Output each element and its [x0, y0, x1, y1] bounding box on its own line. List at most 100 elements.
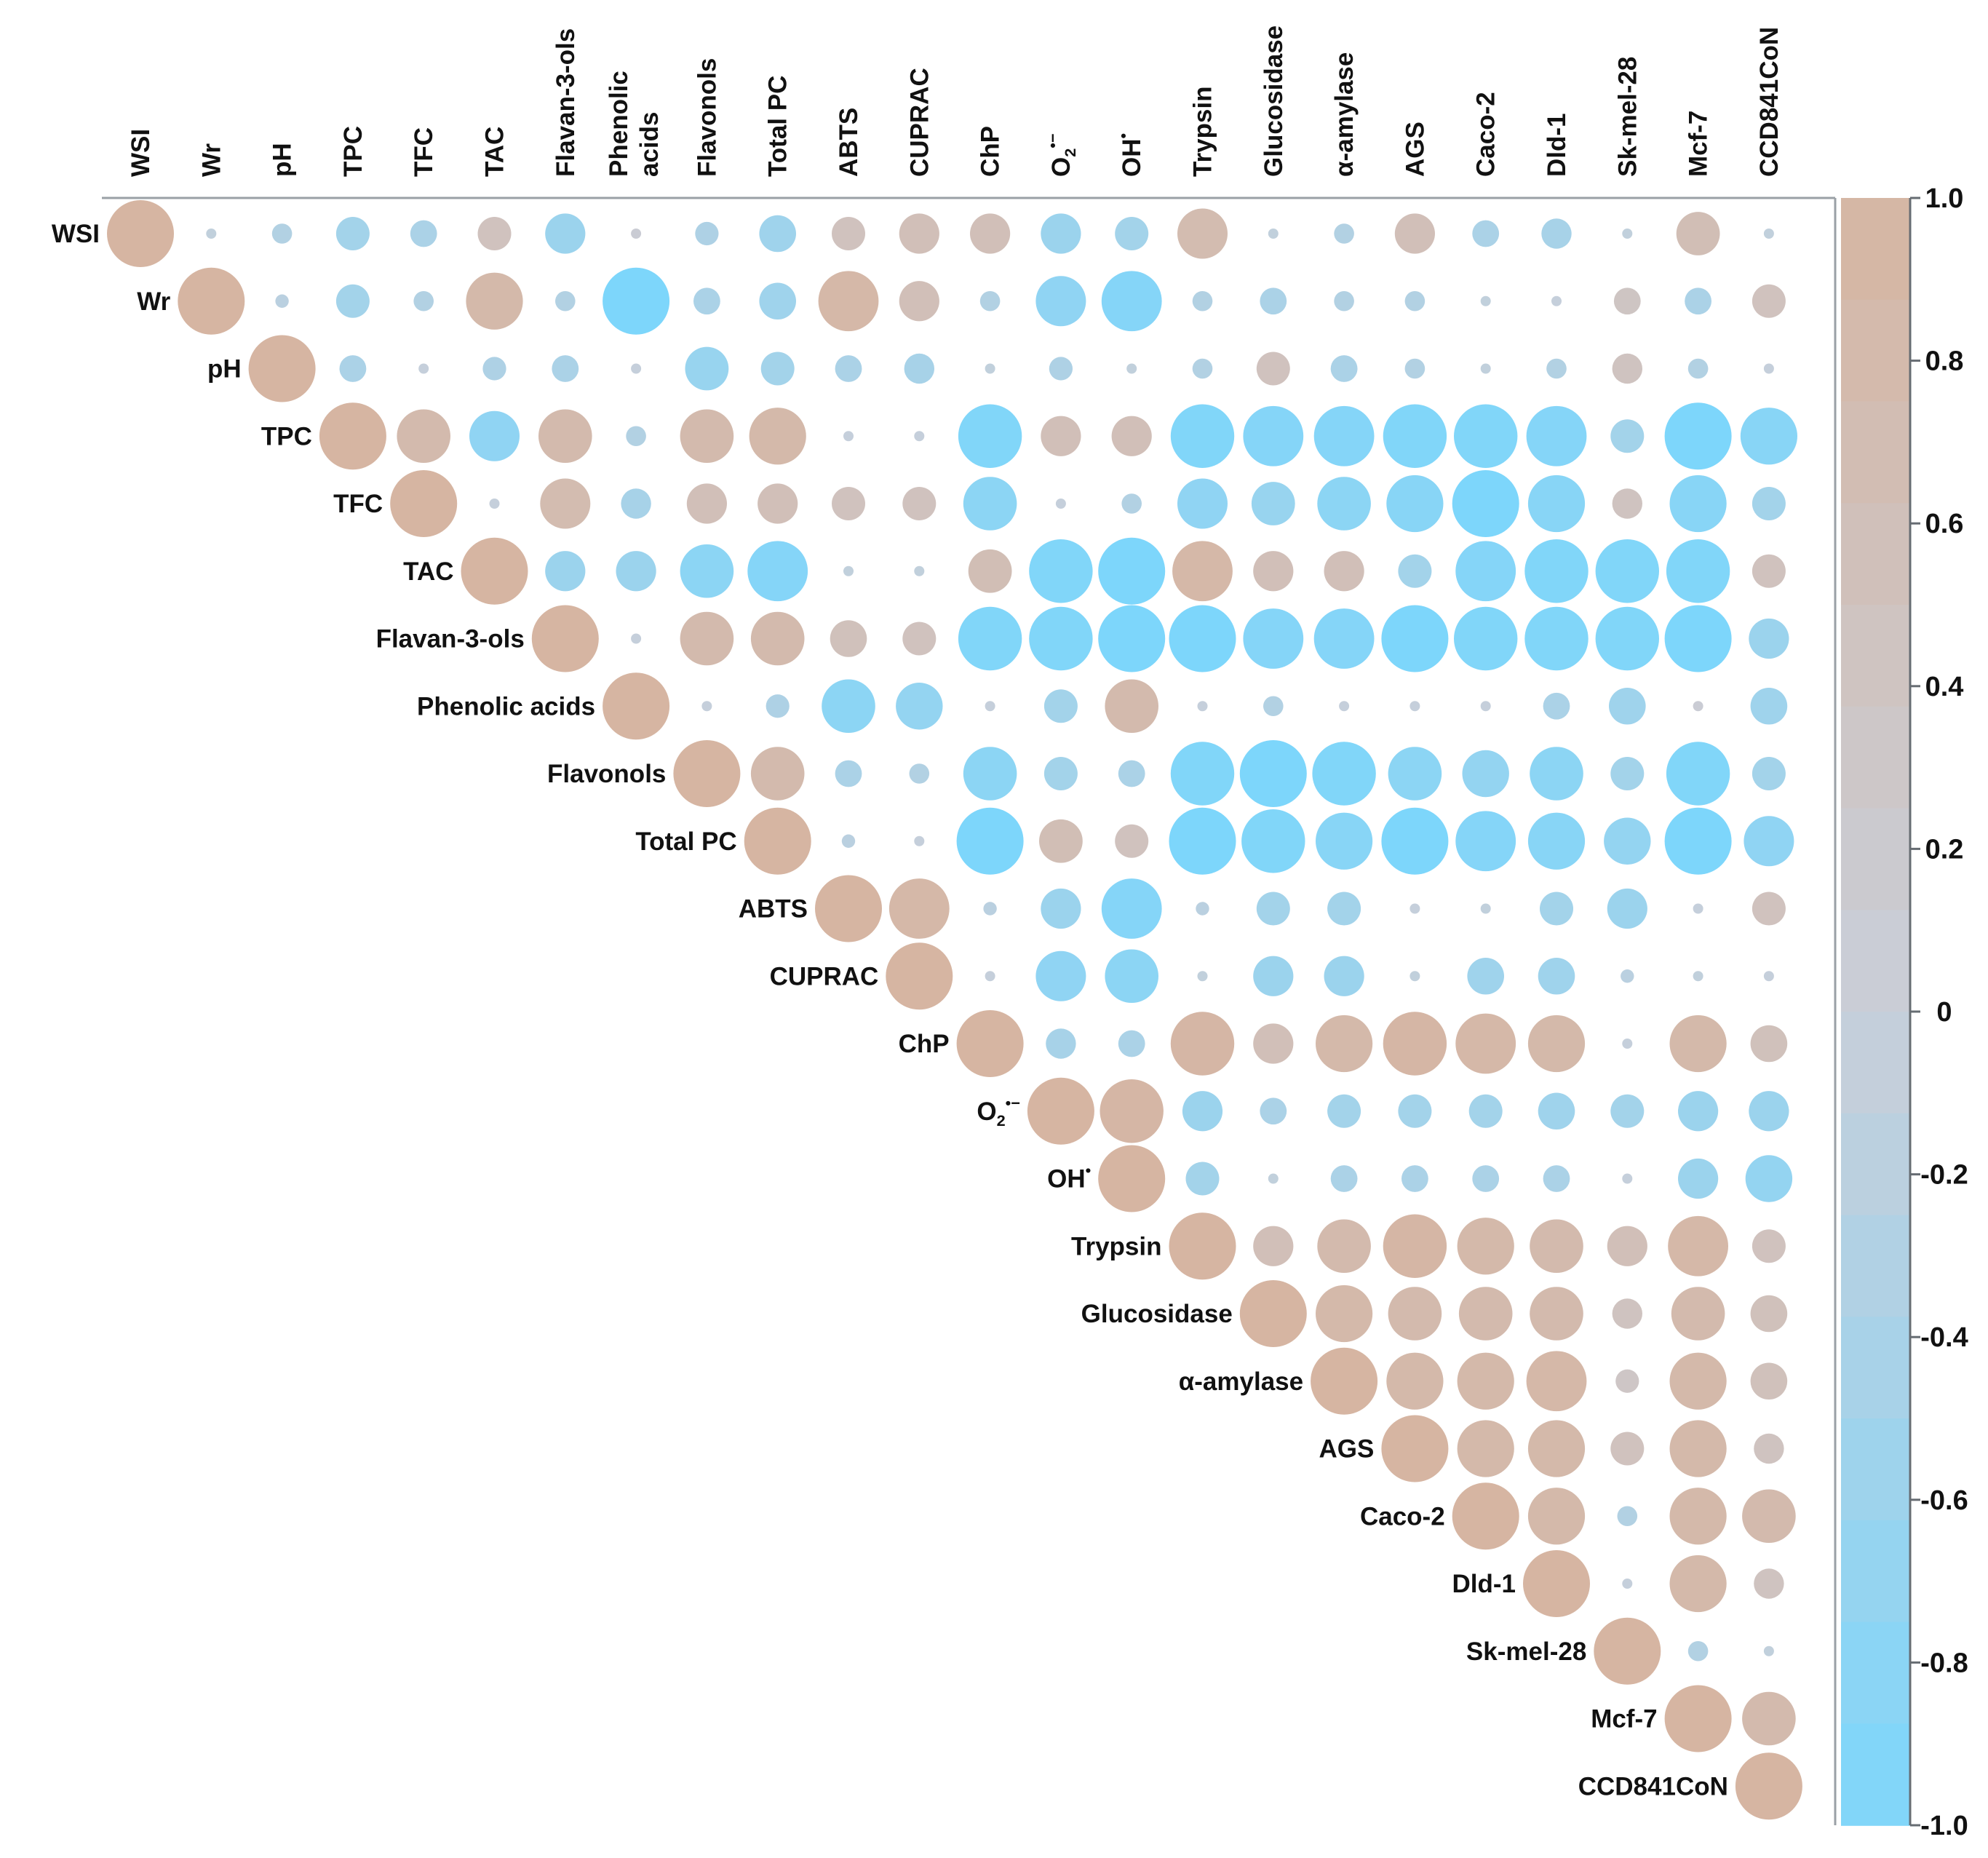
- corr-circle-chp-glucosidase: [1253, 1023, 1294, 1064]
- colorbar-segment: [1841, 1723, 1910, 1826]
- corr-circle-tfc-flavan-3-ols: [540, 478, 591, 529]
- corr-circle-cuprac-cuprac: [886, 942, 953, 1010]
- corr-circle-phenolic-acids-sk-mel-28: [1609, 687, 1646, 725]
- corr-circle-flavan-3-ols-ccd841con: [1749, 618, 1789, 659]
- corr-circle-glucosidase-ccd841con: [1750, 1295, 1788, 1333]
- row-label-tpc: TPC: [261, 422, 312, 450]
- corr-circle-flavonols-ccd841con: [1752, 757, 1786, 790]
- corr-circle-total-pc-dld-1: [1527, 812, 1586, 870]
- corr-circle-o2-alpha-amylase: [1327, 1094, 1361, 1128]
- corr-circle-ph-ccd841con: [1763, 363, 1774, 374]
- corr-circle-flavan-3-ols-total-pc: [750, 611, 805, 666]
- row-label-glucosidase: Glucosidase: [1081, 1300, 1233, 1328]
- corr-circle-wr-flavan-3-ols: [555, 290, 576, 311]
- corr-circle-trypsin-ags: [1383, 1214, 1447, 1278]
- col-label-wsi: WSI: [127, 129, 155, 177]
- row-label-wr: Wr: [137, 287, 170, 316]
- corr-circle-wsi-flavonols: [695, 221, 719, 246]
- corr-circle-sk-mel-28-mcf-7: [1687, 1640, 1709, 1662]
- row-label-ccd841con: CCD841CoN: [1578, 1772, 1728, 1801]
- corr-circle-tfc-abts: [832, 487, 865, 520]
- corr-circle-alpha-amylase-ccd841con: [1750, 1362, 1788, 1400]
- corr-circle-cuprac-caco-2: [1467, 957, 1504, 995]
- corr-circle-tac-tac: [461, 537, 528, 605]
- corr-circle-sk-mel-28-ccd841con: [1763, 1645, 1774, 1656]
- corr-circle-flavonols-trypsin: [1170, 742, 1235, 806]
- corr-circle-chp-oh: [1118, 1030, 1145, 1057]
- colorbar-segment: [1841, 299, 1910, 402]
- corr-circle-ags-dld-1: [1527, 1420, 1586, 1477]
- corr-circle-wsi-mcf-7: [1676, 212, 1720, 255]
- corr-circle-tac-sk-mel-28: [1595, 539, 1659, 603]
- colorbar-segment: [1841, 1012, 1910, 1114]
- corr-circle-chp-chp: [956, 1010, 1024, 1077]
- corr-circle-sk-mel-28-sk-mel-28: [1594, 1617, 1661, 1685]
- col-label-caco-2: Caco-2: [1472, 92, 1500, 177]
- corr-circle-cuprac-chp: [985, 971, 995, 982]
- corr-circle-glucosidase-ags: [1388, 1287, 1442, 1341]
- colorbar-tick-label: -0.4: [1920, 1322, 1968, 1353]
- corr-circle-wr-tfc: [413, 290, 434, 311]
- corr-circle-phenolic-acids-total-pc: [766, 694, 790, 718]
- corr-circle-chp-trypsin: [1170, 1012, 1235, 1076]
- col-label-dld-1: Dld-1: [1543, 114, 1571, 178]
- corr-circle-tfc-flavonols: [686, 483, 728, 524]
- colorbar-tick-label: -0.8: [1920, 1648, 1968, 1678]
- corr-circle-tac-dld-1: [1524, 539, 1589, 603]
- corr-circle-flavan-3-ols-caco-2: [1454, 606, 1518, 671]
- corr-circle-flavan-3-ols-flavonols: [680, 611, 734, 666]
- corr-circle-wr-tpc: [335, 284, 370, 318]
- corr-circle-tac-total-pc: [747, 541, 808, 602]
- corr-circle-glucosidase-dld-1: [1530, 1287, 1583, 1341]
- corr-circle-wsi-tac: [477, 217, 512, 250]
- corr-circle-tfc-alpha-amylase: [1317, 477, 1371, 531]
- corr-circle-total-pc-cuprac: [914, 835, 925, 846]
- corr-circle-total-pc-abts: [841, 834, 856, 848]
- corr-circle-glucosidase-alpha-amylase: [1316, 1285, 1373, 1343]
- corr-circle-tfc-tac: [489, 499, 500, 509]
- corr-circle-abts-alpha-amylase: [1327, 892, 1361, 926]
- corr-circle-trypsin-ccd841con: [1752, 1229, 1786, 1263]
- corr-circle-flavonols-dld-1: [1530, 747, 1583, 801]
- row-label-cuprac: CUPRAC: [770, 962, 879, 990]
- corr-circle-phenolic-acids-o2: [1043, 689, 1078, 723]
- corr-circle-flavonols-alpha-amylase: [1312, 742, 1376, 806]
- corr-circle-ph-o2: [1049, 357, 1073, 381]
- corr-circle-tac-ags: [1398, 554, 1432, 588]
- corr-circle-chp-sk-mel-28: [1622, 1039, 1633, 1049]
- corr-circle-phenolic-acids-caco-2: [1480, 701, 1491, 712]
- corr-circle-phenolic-acids-oh: [1105, 679, 1158, 734]
- corr-circle-phenolic-acids-chp: [985, 701, 995, 712]
- row-label-abts: ABTS: [739, 895, 808, 924]
- corr-circle-wsi-alpha-amylase: [1334, 223, 1354, 244]
- corr-circle-tpc-oh: [1111, 416, 1152, 456]
- corr-circle-wsi-ccd841con: [1763, 229, 1774, 239]
- corr-circle-wr-o2: [1035, 276, 1086, 327]
- row-label-chp: ChP: [899, 1030, 950, 1058]
- corr-circle-ph-trypsin: [1192, 358, 1213, 379]
- corr-circle-tac-mcf-7: [1666, 539, 1730, 603]
- corr-circle-tpc-ags: [1383, 404, 1447, 468]
- corr-circle-wsi-cuprac: [899, 213, 939, 254]
- corr-circle-wr-mcf-7: [1685, 287, 1712, 315]
- corr-circle-tac-alpha-amylase: [1324, 551, 1364, 592]
- corr-circle-chp-caco-2: [1455, 1013, 1516, 1074]
- corr-circle-wr-ph: [275, 294, 289, 308]
- corr-circle-tpc-glucosidase: [1243, 405, 1304, 467]
- corr-circle-flavonols-chp: [963, 747, 1017, 801]
- corr-circle-total-pc-caco-2: [1455, 811, 1516, 872]
- corr-circle-cuprac-dld-1: [1538, 957, 1575, 995]
- corr-circle-o2-oh: [1100, 1079, 1164, 1143]
- corr-circle-ph-sk-mel-28: [1612, 353, 1642, 384]
- corr-circle-total-pc-ags: [1381, 807, 1449, 875]
- corr-circle-total-pc-o2: [1039, 819, 1083, 863]
- corr-circle-flavan-3-ols-abts: [830, 620, 867, 657]
- corr-circle-alpha-amylase-caco-2: [1457, 1352, 1514, 1410]
- corr-circle-oh-oh: [1098, 1145, 1166, 1212]
- corr-circle-ph-abts: [835, 355, 862, 382]
- corr-circle-flavonols-cuprac: [909, 763, 930, 784]
- col-label-glucosidase: Glucosidase: [1260, 25, 1288, 177]
- corr-circle-flavan-3-ols-sk-mel-28: [1595, 606, 1659, 671]
- corr-circle-tfc-ags: [1386, 475, 1444, 533]
